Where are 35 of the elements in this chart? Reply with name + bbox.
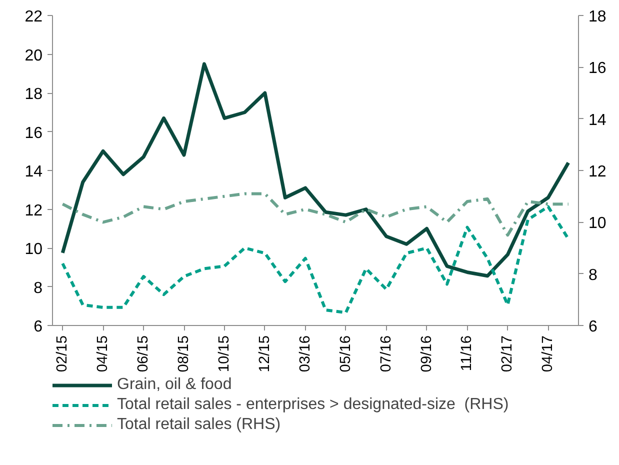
y2-tick-label: 14: [588, 112, 606, 129]
y-tick-label: 18: [24, 86, 43, 103]
x-tick-label: 11/16: [459, 335, 476, 372]
y2-tick-label: 8: [588, 266, 598, 284]
y-tick-label: 10: [24, 241, 43, 258]
x-tick-label: 07/16: [378, 335, 394, 372]
x-tick-label: 04/15: [95, 335, 112, 372]
line-series: [61, 205, 570, 314]
y-tick-label: 12: [24, 202, 43, 220]
x-tick-label: 03/16: [297, 335, 314, 372]
y-tick-label: 8: [34, 280, 43, 297]
line-series: [60, 62, 570, 278]
x-tick-label: 02/15: [54, 335, 71, 372]
y2-tick-label: 10: [588, 215, 606, 232]
x-tick-label: 09/16: [418, 335, 435, 372]
legend-label: Total retail sales (RHS): [117, 415, 281, 435]
x-tick-label: 10/15: [216, 335, 232, 372]
y-tick-label: 6: [34, 318, 43, 336]
line-series: [61, 192, 570, 237]
y-tick-label: 14: [24, 164, 43, 180]
x-tick-label: 05/16: [338, 335, 354, 372]
y-tick-label: 22: [24, 8, 43, 26]
y-tick-label: 20: [24, 47, 43, 64]
y2-tick-label: 12: [588, 164, 606, 180]
x-tick-label: 04/17: [540, 335, 556, 372]
y2-tick-label: 16: [588, 60, 606, 78]
y2-tick-label: 6: [588, 318, 598, 336]
y-tick-label: 16: [24, 124, 43, 142]
x-tick-label: 02/17: [500, 335, 516, 372]
y2-tick-label: 18: [588, 8, 606, 26]
x-tick-label: 12/15: [256, 335, 273, 372]
legend-label: Grain, oil & food: [117, 375, 232, 395]
legend-label: Total retail sales - enterprises > designated-size (RHS): [117, 395, 509, 415]
x-tick-label: 06/15: [136, 335, 152, 372]
x-tick-label: 08/15: [176, 335, 192, 372]
